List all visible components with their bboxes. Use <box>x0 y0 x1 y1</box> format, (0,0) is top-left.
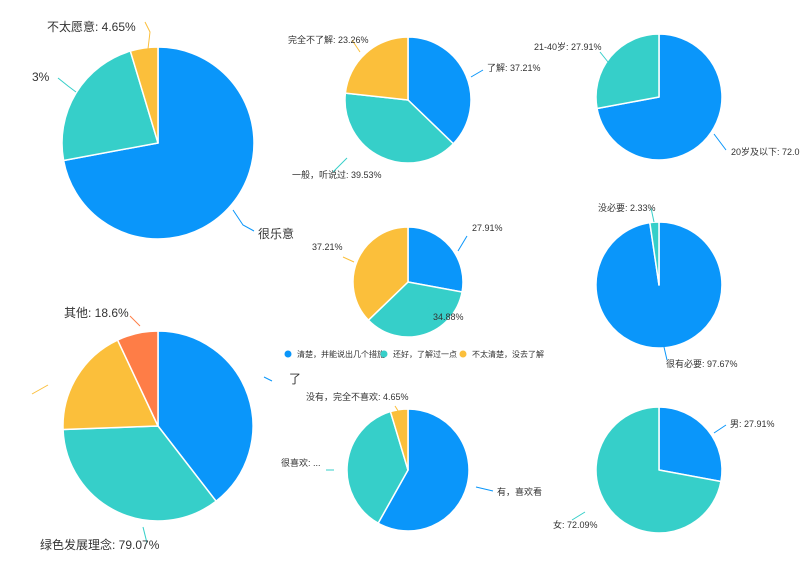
leader-line-13 <box>129 315 141 327</box>
pie1-label-top: 完全不了解: 23.26% <box>288 34 369 45</box>
pie5-slice-2 <box>62 339 159 431</box>
legend-label-2: 不太清楚，没去了解 <box>472 349 544 359</box>
legend-label-0: 清楚，并能说出几个措施 <box>297 349 385 359</box>
pie3-slice-1 <box>367 281 463 338</box>
pie1-slice-1 <box>344 92 455 164</box>
pie5-slice-0 <box>157 330 254 502</box>
leader-line-2 <box>232 209 255 232</box>
leader-line-9 <box>426 305 433 317</box>
pie7-label-bottom: 女: 72.09% <box>553 519 598 530</box>
pie-chart-5 <box>62 330 254 522</box>
pie0-label-top: 不太愿意: 4.65% <box>47 19 136 34</box>
pie0-slice-0 <box>62 46 255 240</box>
leader-line-6 <box>599 51 609 63</box>
legend-marker-0 <box>284 350 292 358</box>
pie1-label-bottom: 一般，听说过: 39.53% <box>292 169 382 180</box>
pie5-label-top: 其他: 18.6% <box>64 306 129 320</box>
pie4-label-top: 没必要: 2.33% <box>598 202 656 213</box>
leader-line-4 <box>470 69 484 78</box>
pie5-slice-3 <box>116 330 159 427</box>
leader-line-8 <box>457 235 468 252</box>
leader-line-19 <box>475 486 494 492</box>
pie0-label-left: 3% <box>32 70 50 84</box>
pie7-slice-1 <box>595 406 722 534</box>
pie0-slice-1 <box>61 50 159 162</box>
pie5-label-right: 了 <box>289 372 301 386</box>
leader-line-5 <box>332 157 348 173</box>
leader-line-15 <box>31 384 49 395</box>
pie3-label-bottom: 34.88% <box>433 312 464 322</box>
pie-chart-2 <box>595 33 723 161</box>
leader-line-21 <box>571 511 586 521</box>
pie3-label-top-right: 27.91% <box>472 223 503 233</box>
pie-chart-7 <box>595 406 723 534</box>
pie-chart-4 <box>595 221 723 349</box>
pie4-label-bottom: 很有必要: 97.67% <box>666 358 738 369</box>
leader-line-17 <box>394 405 401 415</box>
pie3-legend: 清楚，并能说出几个措施 还好，了解过一点 不太清楚，没去了解 <box>284 349 544 359</box>
leader-line-16 <box>142 526 148 544</box>
pie6-label-top: 没有，完全不喜欢: 4.65% <box>306 391 409 402</box>
pie1-label-right: 了解: 37.21% <box>487 62 541 73</box>
pie-chart-1 <box>344 36 472 164</box>
pie0-label-right: 很乐意 <box>258 226 294 241</box>
leader-line-11 <box>650 207 655 223</box>
pie-chart-0 <box>61 46 255 240</box>
pie-chart-6 <box>346 408 470 532</box>
pie6-slice-2 <box>389 408 409 471</box>
pie3-slice-2 <box>352 226 409 321</box>
leader-line-1 <box>57 77 77 93</box>
pie1-slice-2 <box>344 36 409 101</box>
pie6-label-left: 很喜欢: ... <box>281 457 321 468</box>
pie4-slice-1 <box>649 221 660 286</box>
pie3-label-left: 37.21% <box>312 242 343 252</box>
pie2-label-top: 21-40岁: 27.91% <box>534 41 602 52</box>
leader-line-7 <box>713 133 727 151</box>
leader-line-10 <box>342 256 355 263</box>
pie7-slice-0 <box>658 406 723 483</box>
pie3-slice-0 <box>407 226 464 293</box>
leader-line-0 <box>144 21 151 50</box>
pie-chart-3 <box>352 226 464 338</box>
pie7-label-right: 男: 27.91% <box>730 419 775 429</box>
pie5-slice-1 <box>62 425 217 522</box>
pie2-slice-1 <box>595 33 660 110</box>
leader-line-12 <box>663 346 668 361</box>
pie-charts-layer <box>61 33 723 534</box>
pie5-label-bottom: 绿色发展理念: 79.07% <box>40 537 160 552</box>
legend-marker-2 <box>459 350 467 358</box>
pie0-slice-2 <box>129 46 159 144</box>
pie6-slice-0 <box>377 408 470 532</box>
pie2-label-right: 20岁及以下: 72.0 <box>731 146 800 157</box>
pie6-slice-1 <box>346 410 409 524</box>
legend-marker-1 <box>380 350 388 358</box>
leader-lines-layer <box>31 21 727 544</box>
leader-line-14 <box>263 376 273 382</box>
leader-line-3 <box>351 39 361 53</box>
legend-label-1: 还好，了解过一点 <box>393 349 457 359</box>
pie1-slice-0 <box>407 36 472 145</box>
leader-line-20 <box>713 424 727 434</box>
pie6-label-right: 有，喜欢看 <box>497 486 542 497</box>
